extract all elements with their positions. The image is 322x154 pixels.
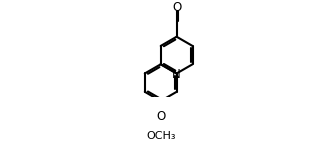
Text: O: O [172,1,181,14]
Text: OCH₃: OCH₃ [146,131,175,141]
Text: N: N [172,68,181,81]
Text: O: O [156,109,165,123]
